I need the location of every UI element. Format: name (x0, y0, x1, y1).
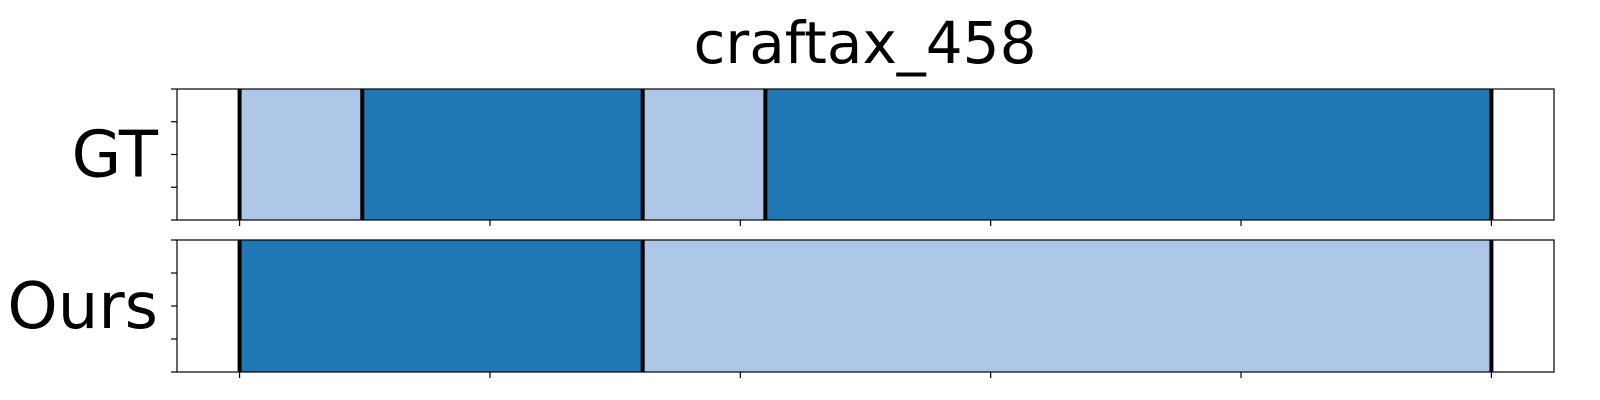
row-label: Ours (7, 270, 158, 344)
segment-light (239, 89, 363, 220)
segment-dark (239, 240, 643, 372)
row-ours: Ours (7, 239, 1555, 378)
chart-title: craftax_458 (694, 9, 1037, 77)
segment-dark (362, 89, 643, 220)
segment-light (642, 89, 766, 220)
segment-dark (765, 89, 1492, 220)
row-gt: GT (72, 88, 1555, 226)
row-label: GT (72, 119, 159, 193)
segment-light (642, 240, 1492, 372)
